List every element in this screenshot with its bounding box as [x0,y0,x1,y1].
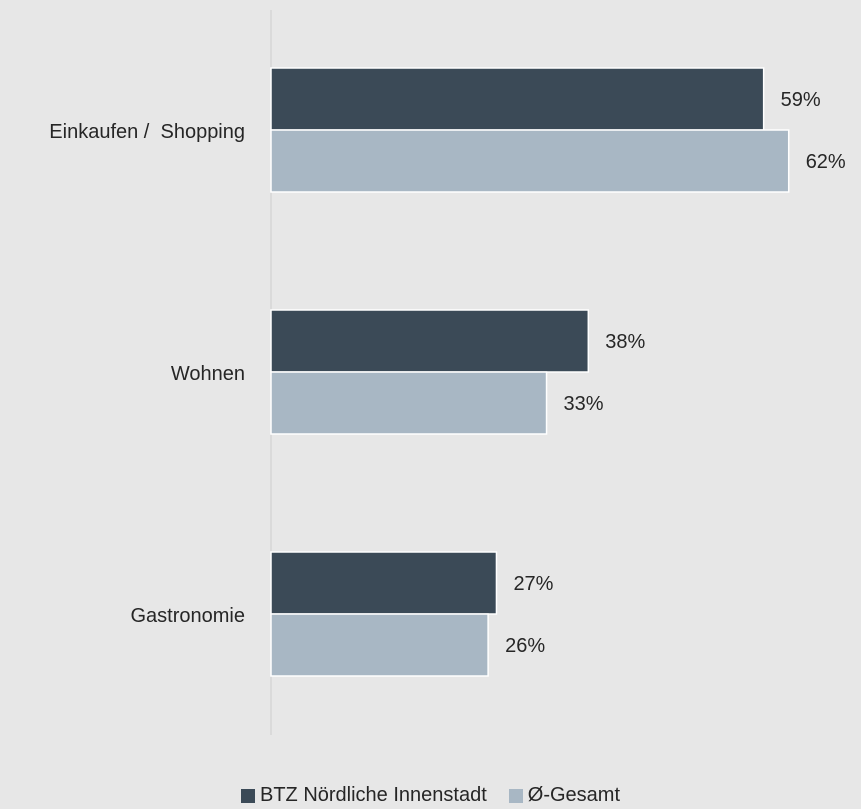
chart-legend: BTZ Nördliche Innenstadt Ø-Gesamt [0,784,861,807]
bar-gesamt [270,613,489,677]
bar-btz [270,67,765,131]
category-label: Einkaufen / Shopping [49,121,245,143]
bar-btz [270,551,498,615]
data-label: 26% [505,635,545,657]
bar-gesamt [270,129,790,193]
data-label: 59% [781,89,821,111]
data-label: 38% [605,331,645,353]
bar-gesamt [270,371,548,435]
data-label: 33% [564,393,604,415]
legend-swatch-btz [240,788,255,803]
data-label: 62% [806,151,846,173]
legend-swatch-gesamt [508,788,523,803]
bar-btz [270,309,590,373]
legend-label-gesamt: Ø-Gesamt [527,784,621,806]
legend-item-gesamt: Ø-Gesamt [508,784,621,807]
category-label: Wohnen [171,363,245,385]
category-label: Gastronomie [131,605,246,627]
legend-label-btz: BTZ Nördliche Innenstadt [259,784,487,806]
legend-item-btz: BTZ Nördliche Innenstadt [240,784,487,807]
data-label: 27% [513,573,553,595]
